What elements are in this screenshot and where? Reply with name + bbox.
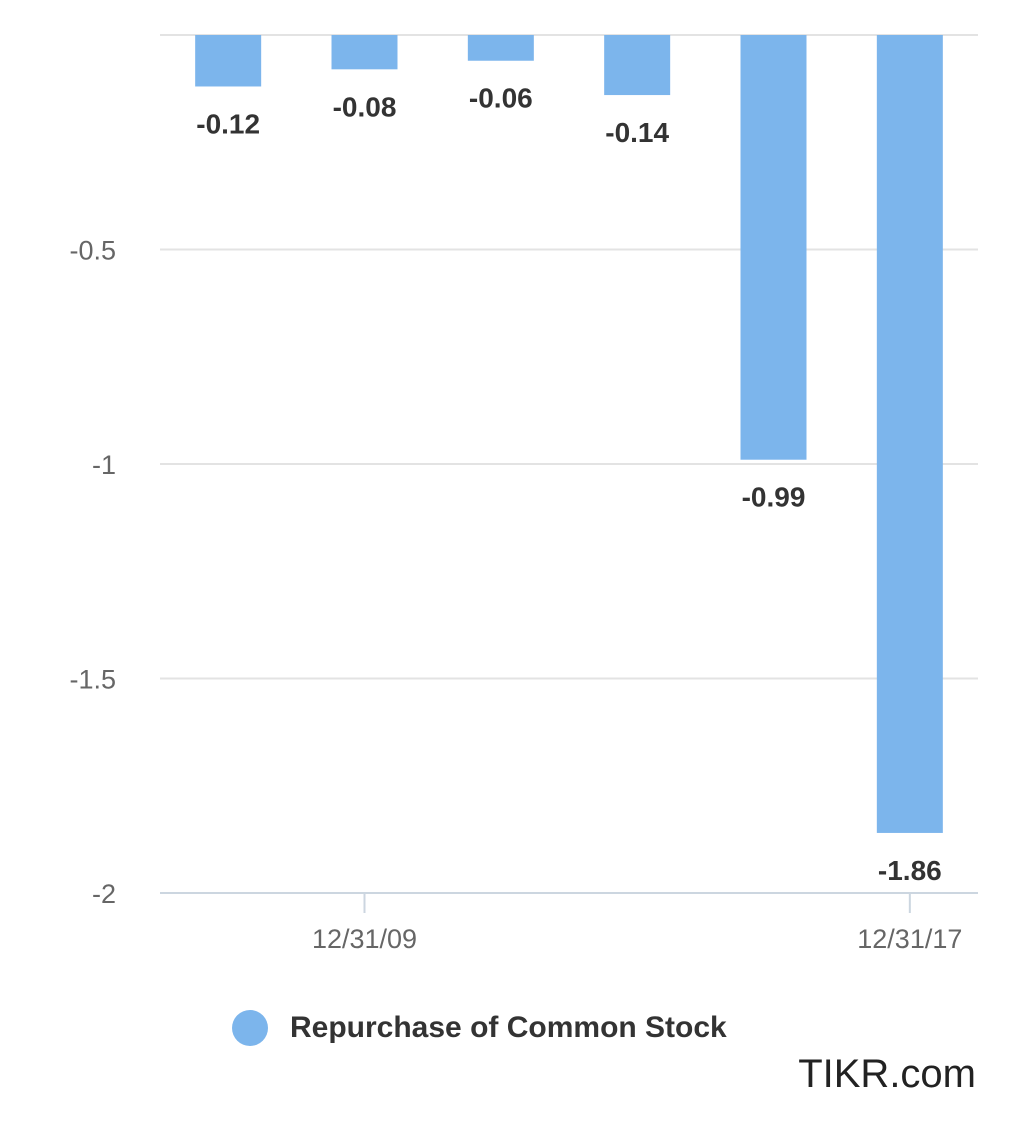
legend-item[interactable]: Repurchase of Common Stock [232,1008,727,1048]
bars [195,35,943,833]
legend-marker-icon [232,1010,268,1046]
x-axis-labels: 12/31/09 12/31/17 [312,924,962,954]
y-tick-label: -2 [92,879,116,909]
x-tick-label: 12/31/17 [857,924,962,954]
y-tick-label: -1 [92,450,116,480]
watermark: TIKR.com [798,1052,976,1096]
bar [604,35,671,96]
data-labels: -0.12 -0.08 -0.06 -0.14 -0.99 -1.86 [196,83,941,886]
data-label: -0.08 [333,91,397,122]
bar [331,35,398,70]
bar [195,35,262,87]
data-label: -0.12 [196,108,260,139]
data-label: -0.14 [605,117,669,148]
x-axis [160,892,978,913]
bar [740,35,807,460]
x-tick-label: 12/31/09 [312,924,417,954]
bar [467,35,534,61]
y-axis-labels: -2 -1.5 -1 -0.5 [69,236,116,910]
grid-lines [160,34,978,680]
y-tick-label: -0.5 [69,236,116,266]
bar [876,35,943,833]
y-tick-label: -1.5 [69,665,116,695]
data-label: -0.06 [469,83,533,114]
data-label: -1.86 [878,855,942,886]
data-label: -0.99 [742,482,806,513]
legend-label: Repurchase of Common Stock [290,1011,727,1044]
